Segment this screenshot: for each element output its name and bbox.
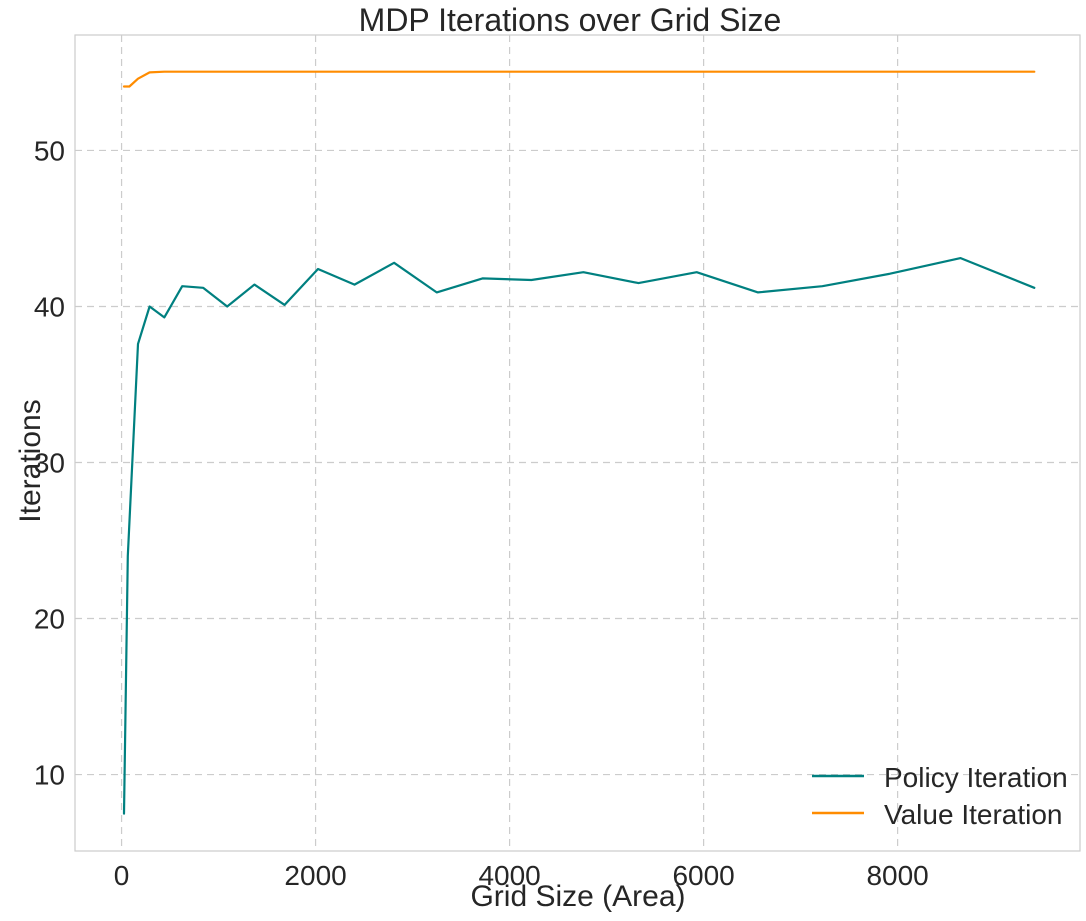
series-line-value-iteration [122,70,1036,88]
series-group [122,70,1036,815]
y-tick-label: 20 [34,604,65,635]
x-tick-label: 6000 [672,860,734,891]
legend-label-value-iteration: Value Iteration [884,799,1063,830]
series-line-policy-iteration [122,257,1036,815]
x-tick-label: 0 [114,860,130,891]
legend-label-policy-iteration: Policy Iteration [884,762,1068,793]
x-tick-label: 4000 [478,860,540,891]
x-tick-label: 2000 [284,860,346,891]
x-tick-label: 8000 [866,860,928,891]
y-tick-label: 30 [34,448,65,479]
legend: Policy Iteration Value Iteration [812,762,1068,830]
tick-labels: 0 2000 4000 6000 8000 10 20 30 40 50 [34,135,929,891]
x-axis-label: Grid Size (Area) [470,880,685,913]
plot-frame [74,34,1081,852]
y-tick-label: 10 [34,760,65,791]
chart-title: MDP Iterations over Grid Size [359,2,782,38]
y-tick-label: 50 [34,135,65,166]
y-tick-label: 40 [34,291,65,322]
grid [75,35,1080,851]
y-axis-label: Iterations [14,399,47,522]
